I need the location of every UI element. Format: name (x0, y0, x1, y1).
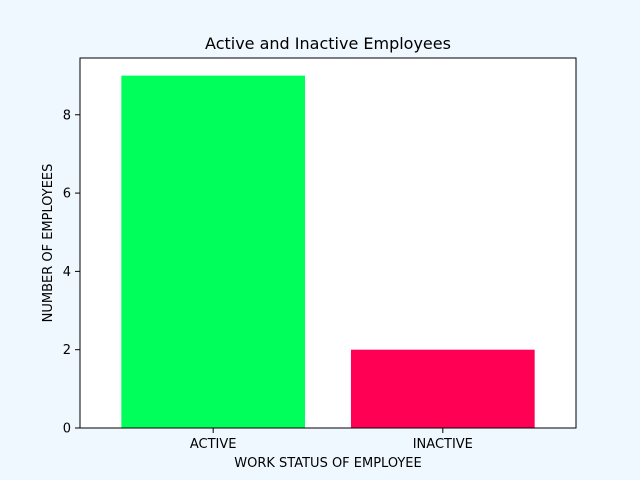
bar-active (121, 75, 306, 428)
bar-inactive (350, 349, 535, 428)
y-axis-ticks: 0 2 4 6 8 (63, 108, 80, 437)
y-axis-label: NUMBER OF EMPLOYEES (41, 164, 56, 323)
y-tick-label: 2 (63, 343, 71, 358)
bars-group (121, 75, 535, 428)
y-tick-label: 0 (63, 422, 71, 437)
x-tick-label: INACTIVE (413, 437, 473, 452)
x-tick-label: ACTIVE (190, 437, 237, 452)
plot-frame (79, 57, 577, 429)
y-tick-label: 4 (63, 265, 71, 280)
x-axis-ticks: ACTIVE INACTIVE (190, 428, 473, 452)
y-tick-label: 6 (63, 187, 71, 202)
y-tick-label: 8 (63, 108, 71, 123)
chart-title: Active and Inactive Employees (205, 34, 451, 53)
x-axis-label: WORK STATUS OF EMPLOYEE (234, 456, 421, 471)
